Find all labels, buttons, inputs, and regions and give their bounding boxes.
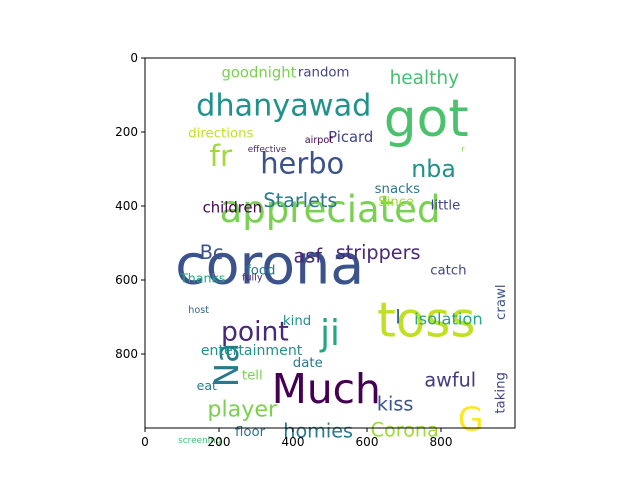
word-date: date [293,356,323,371]
word-eat: eat [197,378,217,393]
axis-ticks: 0 200 400 600 800 0 200 400 600 800 [115,51,452,449]
word-g: G [458,399,484,438]
word-i: I [395,306,401,329]
word-snacks: snacks [375,182,421,197]
word-entertainment: entertainment [201,343,303,359]
word-little: little [431,199,461,214]
word-awful: awful [424,368,476,391]
word-catch: catch [430,263,466,278]
word-dhanyawad: dhanyawad [196,89,371,124]
word-screening: screening [178,436,221,446]
word-children: children [203,199,262,216]
word-airpot: airpot [305,135,333,146]
word-appreciated: appreciated [220,188,441,231]
x-tick-label: 200 [208,435,231,449]
x-tick-label: 600 [356,435,379,449]
word-directions: directions [188,126,253,141]
word-ji: ji [319,313,340,354]
word-got: got [384,89,469,149]
word-kiss: kiss [377,392,413,415]
word-nba: nba [411,155,456,183]
word-asf: asf [294,244,324,267]
word-thanks: Thanks [179,271,225,286]
y-tick-label: 800 [115,347,138,361]
word-tell: tell [242,369,263,384]
x-tick-label: 800 [430,435,453,449]
word-much: Much [272,365,381,413]
word-na: Na [208,343,246,387]
y-tick-label: 400 [115,199,138,213]
word-bc: Bc [200,241,224,264]
word-isolation: isolation [414,309,483,328]
word-strippers: strippers [336,241,421,264]
x-tick-label: 0 [141,435,149,449]
word-random: random [298,65,350,80]
word-goodnight: goodnight [221,64,296,81]
word-player: player [207,397,278,423]
y-tick-label: 0 [130,51,138,65]
axes-frame [144,57,516,429]
word-point: point [221,316,289,347]
word-starlets: Starlets [263,189,337,212]
word-effective: effective [248,145,287,155]
x-tick-label: 400 [282,435,305,449]
word-crawl: crawl [494,284,509,320]
word-host: host [188,305,209,316]
word-food: food [246,263,275,278]
word-picard: Picard [328,129,373,146]
word-r: r [462,144,466,154]
word-fully: fully [242,273,263,284]
word-corona: corona [175,233,364,298]
y-tick-label: 200 [115,125,138,139]
word-corona: Corona [371,418,439,441]
word-kind: kind [283,314,311,329]
word-fr: fr [210,139,233,173]
word-toss: toss [377,293,475,349]
word-herbo: herbo [260,146,344,180]
word-healthy: healthy [390,68,460,89]
word-floor: floor [235,425,266,440]
y-tick-label: 600 [115,273,138,287]
word-taking: taking [493,372,508,414]
word-homies: homies [283,419,353,442]
word-since: Since [378,195,414,210]
